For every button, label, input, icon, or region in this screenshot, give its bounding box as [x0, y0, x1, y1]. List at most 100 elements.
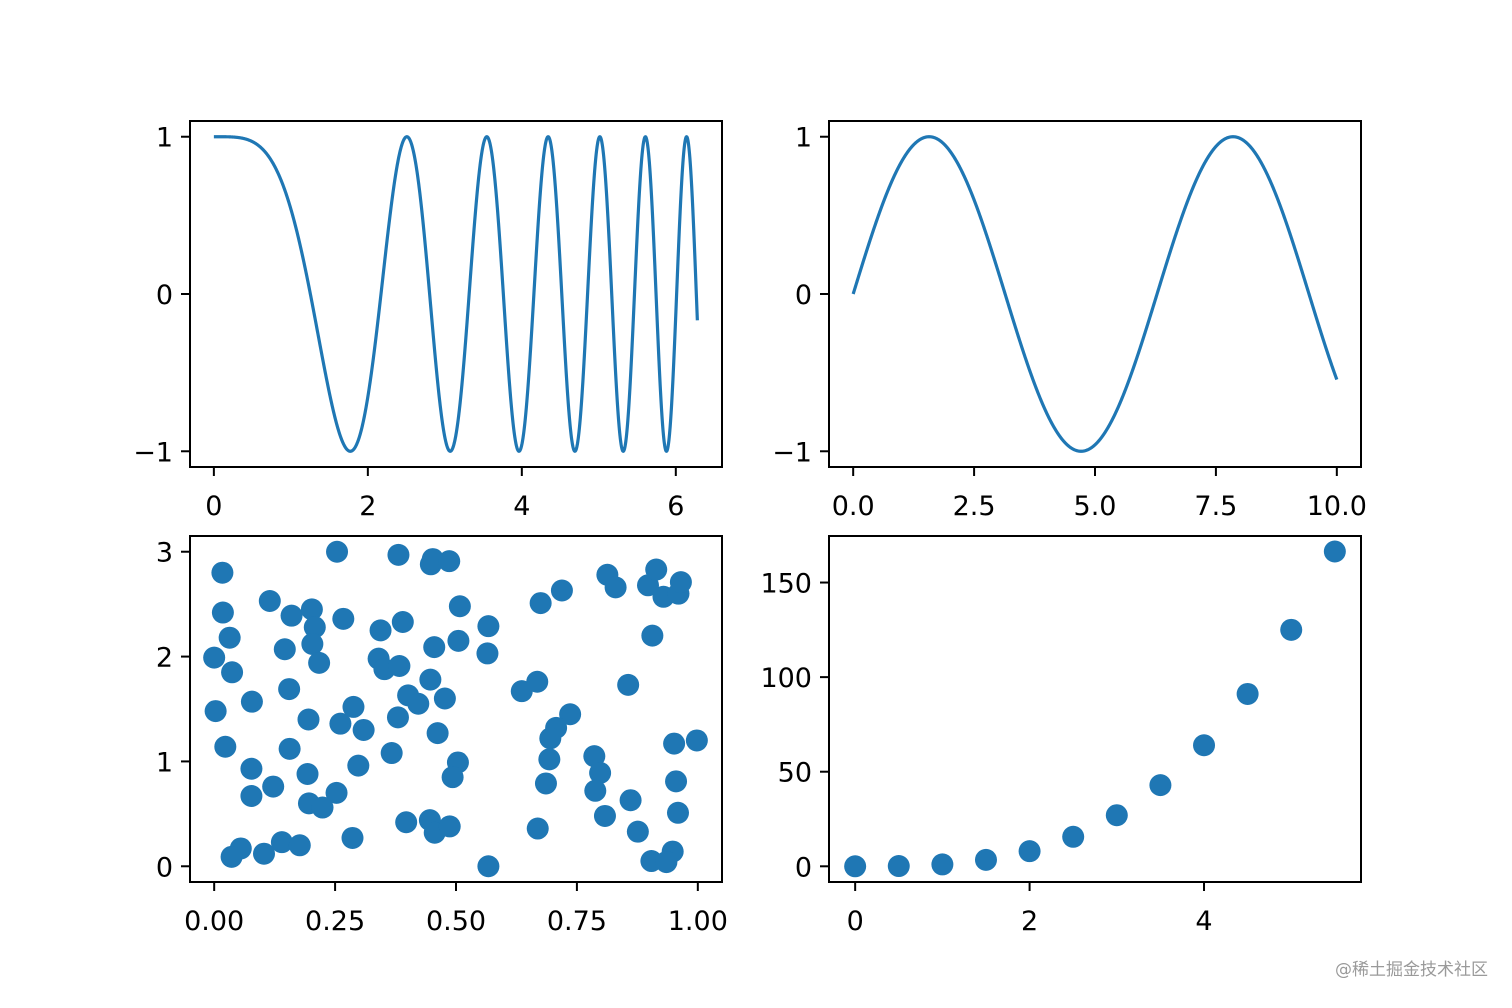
- series-line-0: [212, 135, 699, 453]
- scatter-point-72: [538, 748, 561, 771]
- x-tick-label-4: 1.00: [668, 906, 728, 937]
- scatter-point-20: [421, 548, 444, 571]
- x-tick-label-0: 0: [847, 906, 864, 937]
- y-tick-label-3: 3: [156, 538, 173, 569]
- scatter-point-44: [347, 754, 370, 777]
- scatter-point-1: [211, 601, 234, 624]
- scatter-point-66: [526, 670, 549, 693]
- x-tick-label-1: 2.5: [953, 491, 996, 522]
- scatter-point-53: [395, 811, 418, 834]
- scatter-point-91: [685, 729, 708, 752]
- y-tick-label-2: 100: [760, 663, 812, 694]
- scatter-point-41: [426, 722, 449, 745]
- y-tick-label-1: 0: [156, 280, 173, 311]
- y-tick-label-2: 1: [156, 123, 173, 154]
- subplot-top-left: 0 2 4 6 −1 0 1: [133, 120, 723, 522]
- scatter-point-68: [550, 579, 573, 602]
- scatter-point-64: [477, 855, 500, 878]
- scatter-point-10: [300, 598, 323, 621]
- scatter-point-75: [583, 745, 606, 768]
- scatter-point-13: [308, 651, 331, 674]
- y-tick-label-2: 2: [156, 643, 173, 674]
- scatter-point-80: [604, 576, 627, 599]
- scatter-point-74: [526, 817, 549, 840]
- scatter-point-61: [253, 842, 275, 865]
- scatter-point-84: [641, 624, 664, 647]
- x-tick-label-2: 4: [1195, 906, 1212, 937]
- scatter-point-3: [221, 661, 244, 684]
- scatter-point-0: [211, 561, 234, 584]
- series-line-0: [851, 135, 1339, 453]
- scatter-point-39: [278, 737, 301, 760]
- x-tick-label-0: 0.00: [184, 906, 244, 937]
- scatter-point-7: [240, 690, 263, 713]
- y-tick-label-0: 0: [795, 852, 812, 883]
- scatter-point-4: [203, 646, 226, 669]
- x-tick-label-4: 10.0: [1307, 491, 1367, 522]
- scatter-point-31: [407, 692, 430, 715]
- scatter-point-56: [438, 815, 461, 838]
- scatter-point-4: [1018, 840, 1041, 863]
- scatter-point-47: [240, 785, 263, 808]
- scatter-point-40: [380, 742, 403, 765]
- scatter-point-1: [887, 855, 910, 878]
- scatter-point-58: [288, 834, 311, 857]
- scatter-point-35: [297, 708, 320, 731]
- scatter-point-5: [1062, 825, 1085, 848]
- scatter-point-21: [438, 550, 461, 573]
- scatter-point-6: [214, 735, 237, 758]
- scatter-point-14: [273, 638, 296, 661]
- scatter-point-51: [311, 796, 334, 819]
- scatter-point-63: [476, 642, 499, 665]
- subplot-bottom-right: 0 2 4 0 50 100 150: [760, 535, 1362, 937]
- scatter-point-0: [844, 855, 867, 878]
- scatter-point-18: [387, 543, 410, 566]
- scatter-point-92: [665, 770, 688, 793]
- scatter-point-37: [352, 718, 375, 741]
- scatter-point-76: [589, 761, 612, 784]
- y-tick-label-1: 50: [778, 758, 812, 789]
- scatter-point-9: [280, 604, 303, 627]
- scatter-point-90: [663, 732, 686, 755]
- scatter-point-45: [296, 763, 319, 786]
- x-tick-label-1: 0.25: [305, 906, 365, 937]
- scatter-point-48: [240, 757, 263, 780]
- scatter-point-11: [303, 616, 326, 639]
- scatter-point-36: [329, 712, 352, 735]
- scatter-point-86: [645, 558, 668, 581]
- x-tick-label-3: 0.75: [547, 906, 607, 937]
- scatter-point-10: [1280, 618, 1303, 641]
- scatter-point-7: [1149, 774, 1172, 797]
- scatter-point-9: [1236, 682, 1259, 705]
- scatter-point-83: [626, 820, 649, 843]
- scatter-point-89: [669, 571, 692, 594]
- scatter-point-29: [388, 655, 411, 678]
- scatter-point-96: [655, 851, 678, 874]
- x-tick-label-0: 0: [205, 491, 222, 522]
- subplot-bottom-left: 0.00 0.25 0.50 0.75 1.00 0 1 2 3: [156, 535, 728, 937]
- scatter-point-15: [278, 678, 301, 701]
- scatter-point-22: [448, 595, 471, 618]
- scatter-point-34: [342, 695, 365, 718]
- scatter-point-8: [1193, 734, 1216, 757]
- scatter-point-62: [477, 615, 500, 638]
- x-tick-label-2: 4: [513, 491, 530, 522]
- scatter-point-11: [1323, 540, 1346, 563]
- axes-frame: [828, 535, 1362, 883]
- watermark-text: @稀土掘金技术社区: [1335, 960, 1488, 980]
- x-tick-label-3: 7.5: [1194, 491, 1237, 522]
- scatter-point-69: [559, 703, 582, 726]
- scatter-point-12: [301, 632, 324, 655]
- y-tick-label-0: −1: [772, 437, 812, 468]
- y-tick-label-0: −1: [133, 437, 173, 468]
- y-tick-label-3: 150: [760, 569, 812, 600]
- scatter-point-81: [617, 673, 640, 696]
- scatter-point-93: [666, 801, 689, 824]
- scatter-point-73: [534, 772, 557, 795]
- y-tick-label-2: 1: [795, 123, 812, 154]
- scatter-point-24: [369, 619, 392, 642]
- scatter-point-52: [341, 826, 364, 849]
- x-tick-label-1: 2: [359, 491, 376, 522]
- scatter-point-17: [326, 540, 349, 563]
